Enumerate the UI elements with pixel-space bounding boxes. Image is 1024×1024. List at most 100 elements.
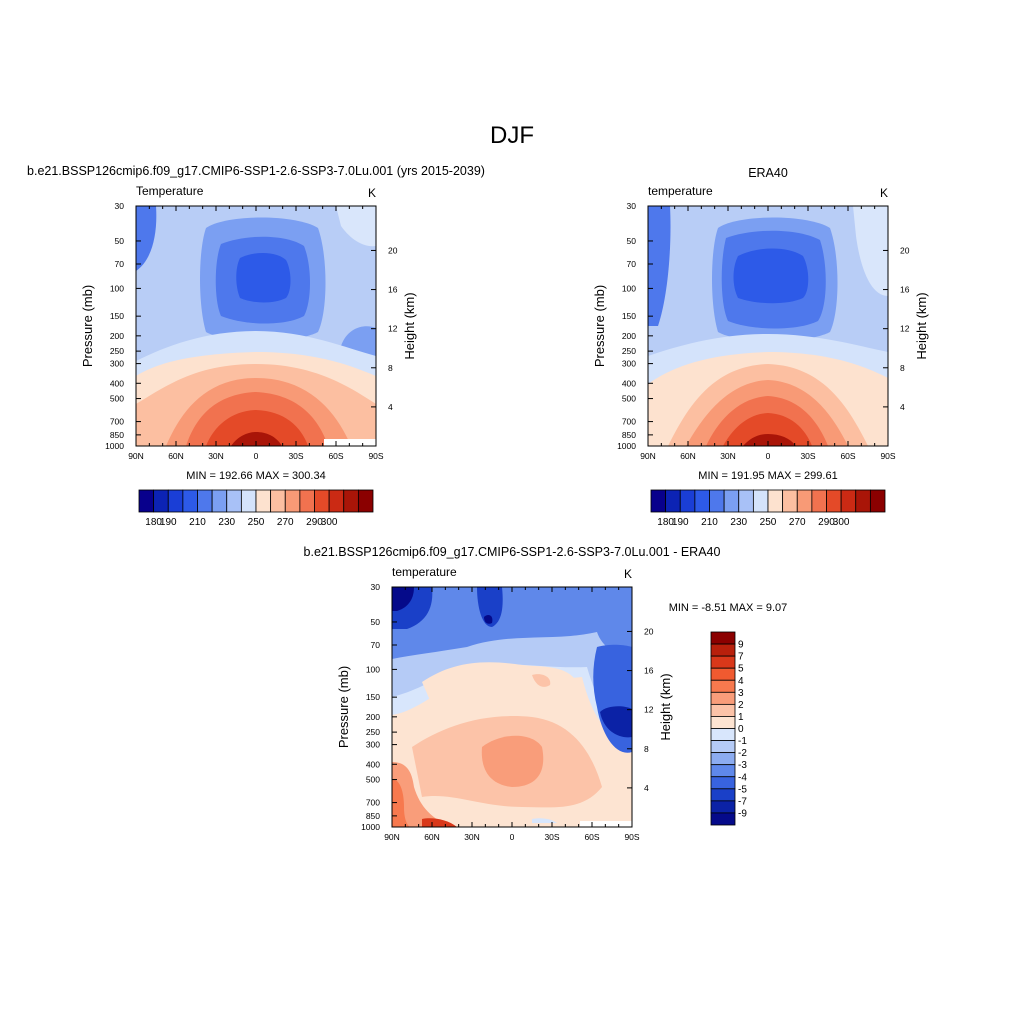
colorbar-swatch (710, 703, 736, 717)
colorbar-swatch (738, 489, 754, 513)
panel-model-ylabel: Pressure (mb) (80, 285, 95, 367)
colorbar-swatch (710, 800, 736, 814)
p-tick-label: 70 (371, 640, 381, 650)
colorbar-label: -1 (738, 736, 747, 747)
x-tick-label: 90N (128, 451, 144, 461)
colorbar-swatch (167, 489, 184, 513)
x-tick-label: 60S (840, 451, 855, 461)
colorbar-label: -4 (738, 772, 747, 783)
panel-obs-header: ERA40 (748, 166, 788, 180)
p-tick-label: 70 (115, 259, 125, 269)
colorbar-label: 5 (738, 664, 744, 675)
x-tick-label: 60S (584, 832, 599, 842)
panel-diff-contour-field (392, 587, 632, 827)
x-tick-label: 30S (800, 451, 815, 461)
p-tick-label: 250 (366, 727, 380, 737)
colorbar-swatch (270, 489, 286, 513)
colorbar-swatch (343, 489, 359, 513)
h-tick-label: 16 (900, 285, 910, 295)
p-tick-label: 200 (366, 712, 380, 722)
p-tick-label: 850 (366, 811, 380, 821)
h-tick-label: 16 (644, 666, 654, 676)
colorbar-swatch (723, 489, 740, 513)
colorbar-label: -9 (738, 808, 747, 819)
colorbar-swatch (314, 489, 330, 513)
colorbar-swatch (752, 489, 769, 513)
colorbar-swatch (710, 728, 736, 741)
colorbar-swatch (782, 489, 798, 513)
colorbar-swatch (153, 489, 169, 513)
colorbar-swatch (826, 489, 842, 513)
colorbar-swatch (710, 655, 736, 669)
colorbar-swatch (665, 489, 681, 513)
panel-model-header: b.e21.BSSP126cmip6.f09_g17.CMIP6-SSP1-2.… (27, 164, 485, 178)
panel-diff-axes: 90N 60N 30N 0 30S 60S 90S 30 50 70 100 150 200 250 300… (361, 582, 654, 842)
colorbar-label: 190 (160, 517, 177, 528)
colorbar-swatch (710, 740, 736, 754)
panel-diff: b.e21.BSSP126cmip6.f09_g17.CMIP6-SSP1-2.… (304, 545, 788, 842)
p-tick-label: 150 (110, 311, 124, 321)
colorbar-swatch (182, 489, 198, 513)
x-tick-label: 90N (640, 451, 656, 461)
p-tick-label: 70 (627, 259, 637, 269)
panel-diff-min-max: MIN = -8.51 MAX = 9.07 (669, 602, 788, 614)
x-tick-label: 60S (328, 451, 343, 461)
colorbar-label: 210 (701, 517, 718, 528)
p-tick-label: 400 (622, 378, 636, 388)
colorbar-swatch (710, 812, 736, 826)
p-tick-label: 300 (366, 740, 380, 750)
p-tick-label: 150 (622, 311, 636, 321)
colorbar-label: 180 (657, 517, 674, 528)
p-tick-label: 850 (110, 430, 124, 440)
h-tick-label: 12 (900, 324, 910, 334)
x-tick-label: 0 (766, 451, 771, 461)
p-tick-label: 1000 (105, 441, 124, 451)
x-tick-label: 60N (424, 832, 440, 842)
panel-obs-ylabel: Pressure (mb) (592, 285, 607, 367)
panel-obs-axes: 90N 60N 30N 0 30S 60S 90S 30 50 70 100 150 200 250 300… (617, 201, 910, 461)
colorbar-label: -7 (738, 796, 747, 807)
colorbar-label: 0 (738, 724, 744, 735)
colorbar-label: 1 (738, 712, 744, 723)
colorbar-swatch (255, 489, 272, 513)
p-tick-label: 1000 (617, 441, 636, 451)
panel-obs-contour-field (648, 206, 888, 446)
p-tick-label: 500 (366, 775, 380, 785)
colorbar-label: 270 (789, 517, 806, 528)
colorbar-label: -3 (738, 760, 747, 771)
p-tick-label: 200 (110, 331, 124, 341)
colorbar-swatch (679, 489, 696, 513)
p-tick-label: 400 (110, 378, 124, 388)
p-tick-label: 200 (622, 331, 636, 341)
h-tick-label: 20 (388, 245, 398, 255)
p-tick-label: 150 (366, 692, 380, 702)
p-tick-label: 400 (366, 759, 380, 769)
colorbar-swatch (710, 752, 736, 766)
colorbar-swatch (138, 489, 155, 513)
panel-model-units-label: K (368, 186, 376, 200)
colorbar-swatch (328, 489, 345, 513)
figure-title: DJF (490, 122, 534, 149)
panel-model: b.e21.BSSP126cmip6.f09_g17.CMIP6-SSP1-2.… (27, 164, 485, 528)
h-tick-label: 4 (900, 402, 905, 412)
colorbar-swatch (796, 489, 813, 513)
colorbar-label: 290 (818, 517, 835, 528)
p-tick-label: 700 (366, 798, 380, 808)
colorbar-swatch (710, 667, 736, 681)
colorbar-label: 250 (760, 517, 777, 528)
panel-diff-header: b.e21.BSSP126cmip6.f09_g17.CMIP6-SSP1-2.… (304, 545, 721, 559)
colorbar-label: 4 (738, 676, 744, 687)
h-tick-label: 4 (644, 783, 649, 793)
colorbar-swatch (710, 716, 736, 729)
panel-model-contour-field (136, 206, 376, 446)
colorbar-swatch (710, 764, 736, 778)
colorbar-label: 250 (248, 517, 265, 528)
p-tick-label: 700 (110, 417, 124, 427)
h-tick-label: 8 (388, 363, 393, 373)
colorbar-label: 180 (145, 517, 162, 528)
colorbar-swatch (226, 489, 242, 513)
p-tick-label: 700 (622, 417, 636, 427)
